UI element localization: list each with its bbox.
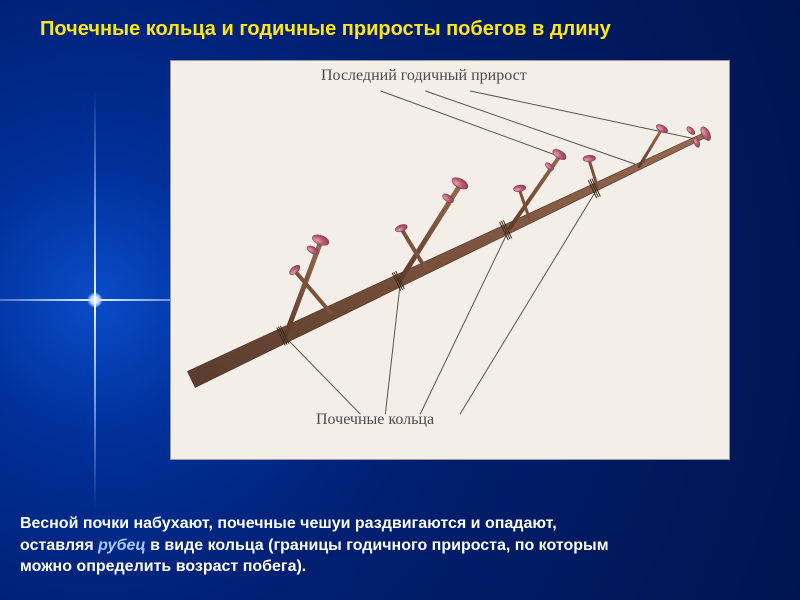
label-top: Последний годичный прирост <box>321 67 527 85</box>
caption-line2a: оставляя <box>20 537 98 554</box>
branch-diagram <box>171 61 729 459</box>
caption-line3: можно определить возраст побега). <box>20 558 306 575</box>
caption-em: рубец <box>98 537 146 554</box>
caption-line1: Весной почки набухают, почечные чешуи ра… <box>20 515 557 532</box>
label-bottom: Почечные кольца <box>316 411 434 429</box>
diagram-figure: Последний годичный прирост Почечные коль… <box>170 60 730 460</box>
slide-caption: Весной почки набухают, почечные чешуи ра… <box>20 513 780 578</box>
slide-title: Почечные кольца и годичные приросты побе… <box>40 18 770 41</box>
caption-line2b: в виде кольца (границы годичного прирост… <box>146 537 609 554</box>
